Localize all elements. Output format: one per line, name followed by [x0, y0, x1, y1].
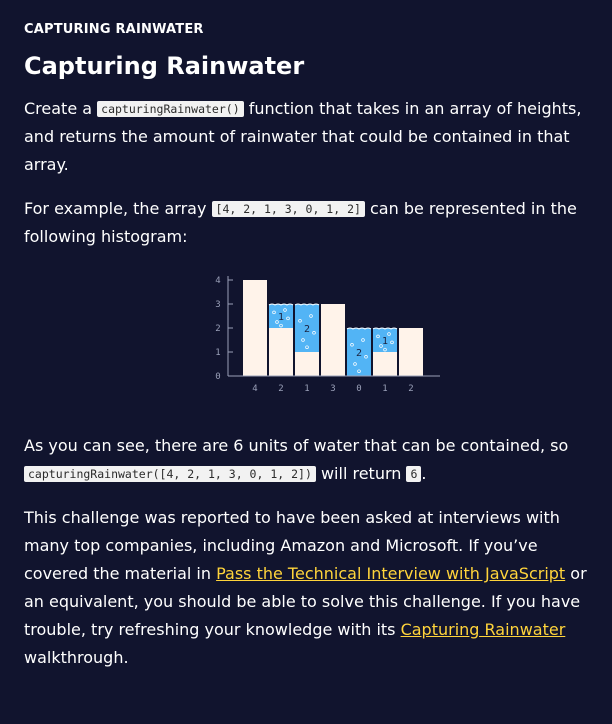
water-bubble	[376, 334, 380, 339]
y-tick-label: 4	[215, 276, 220, 286]
x-tick-label: 0	[356, 384, 361, 394]
x-tick-label: 3	[330, 384, 335, 394]
x-tick-label: 2	[278, 384, 283, 394]
water-bubble	[387, 332, 391, 336]
water-bubble	[275, 320, 279, 324]
water-bubble	[379, 344, 383, 348]
water-bubble	[364, 355, 368, 359]
challenge-text-2: or an equivalent, you should be able to …	[24, 564, 587, 639]
function-call-code: capturingRainwater([4, 2, 1, 3, 0, 1, 2]…	[24, 466, 316, 482]
y-tick-label: 1	[215, 348, 220, 358]
histogram-bar	[295, 352, 319, 376]
y-tick-label: 0	[215, 372, 220, 382]
water-amount-label: 2	[304, 324, 310, 335]
water-bubble	[361, 338, 365, 342]
intro-paragraph: Create a capturingRainwater() function t…	[24, 95, 588, 179]
challenge-paragraph: This challenge was reported to have been…	[24, 504, 588, 672]
water-surface	[346, 327, 372, 330]
water-surface	[268, 303, 294, 306]
page-title: Capturing Rainwater	[24, 52, 305, 80]
example-array-code: [4, 2, 1, 3, 0, 1, 2]	[211, 201, 365, 217]
water-bubble	[350, 343, 354, 347]
histogram-bar	[243, 280, 267, 376]
function-name-code: capturingRainwater()	[97, 101, 244, 117]
challenge-text-1: This challenge was reported to have been…	[24, 508, 560, 583]
water-amount-label: 1	[382, 336, 388, 347]
return-value-code: 6	[406, 466, 422, 482]
water-bubble	[390, 340, 394, 345]
result-text-2: will return	[315, 464, 407, 483]
water-bubble	[298, 319, 302, 323]
water-fill	[347, 328, 371, 376]
water-surface	[372, 327, 398, 330]
y-tick-label: 2	[215, 324, 220, 334]
rainwater-histogram: 0 1 2 3 4 4 1 2 2 1 3 2 0 1 1 2	[215, 276, 440, 394]
example-paragraph: For example, the array [4, 2, 1, 3, 0, 1…	[24, 195, 588, 251]
water-surface	[294, 303, 320, 306]
example-text-1: For example, the array	[24, 199, 212, 218]
challenge-text-3: walkthrough.	[24, 648, 129, 667]
histogram-bar	[321, 304, 345, 376]
y-tick-label: 3	[215, 300, 220, 310]
water-bubble	[353, 362, 357, 366]
x-tick-label: 2	[408, 384, 413, 394]
water-amount-label: 1	[278, 312, 284, 323]
water-bubble	[309, 314, 313, 318]
x-tick-label: 1	[382, 384, 387, 394]
water-bubble	[383, 347, 387, 352]
intro-text-1: Create a	[24, 99, 98, 118]
result-text-3: .	[421, 464, 427, 483]
water-bubble	[357, 369, 361, 373]
water-fill	[295, 304, 319, 352]
water-bubble	[312, 331, 316, 335]
histogram-bar	[399, 328, 423, 376]
water-bubble	[301, 338, 305, 342]
x-tick-label: 1	[304, 384, 309, 394]
walkthrough-link[interactable]: Capturing Rainwater	[400, 620, 566, 639]
result-text-1: As you can see, there are 6 units of wat…	[24, 436, 569, 455]
course-link[interactable]: Pass the Technical Interview with JavaSc…	[216, 564, 566, 583]
water-amount-label: 2	[356, 348, 362, 359]
water-bubble	[286, 316, 290, 321]
section-eyebrow: CAPTURING RAINWATER	[24, 22, 204, 37]
water-bubble	[305, 345, 309, 349]
histogram-bar	[269, 328, 293, 376]
example-text-2: can be represented in the following hist…	[24, 199, 577, 246]
histogram-bar	[373, 352, 397, 376]
water-bubble	[283, 308, 287, 312]
result-paragraph: As you can see, there are 6 units of wat…	[24, 432, 588, 488]
intro-text-2: function that takes in an array of heigh…	[24, 99, 582, 174]
water-bubble	[272, 310, 276, 315]
x-tick-label: 4	[252, 384, 257, 394]
water-bubble	[279, 323, 283, 328]
